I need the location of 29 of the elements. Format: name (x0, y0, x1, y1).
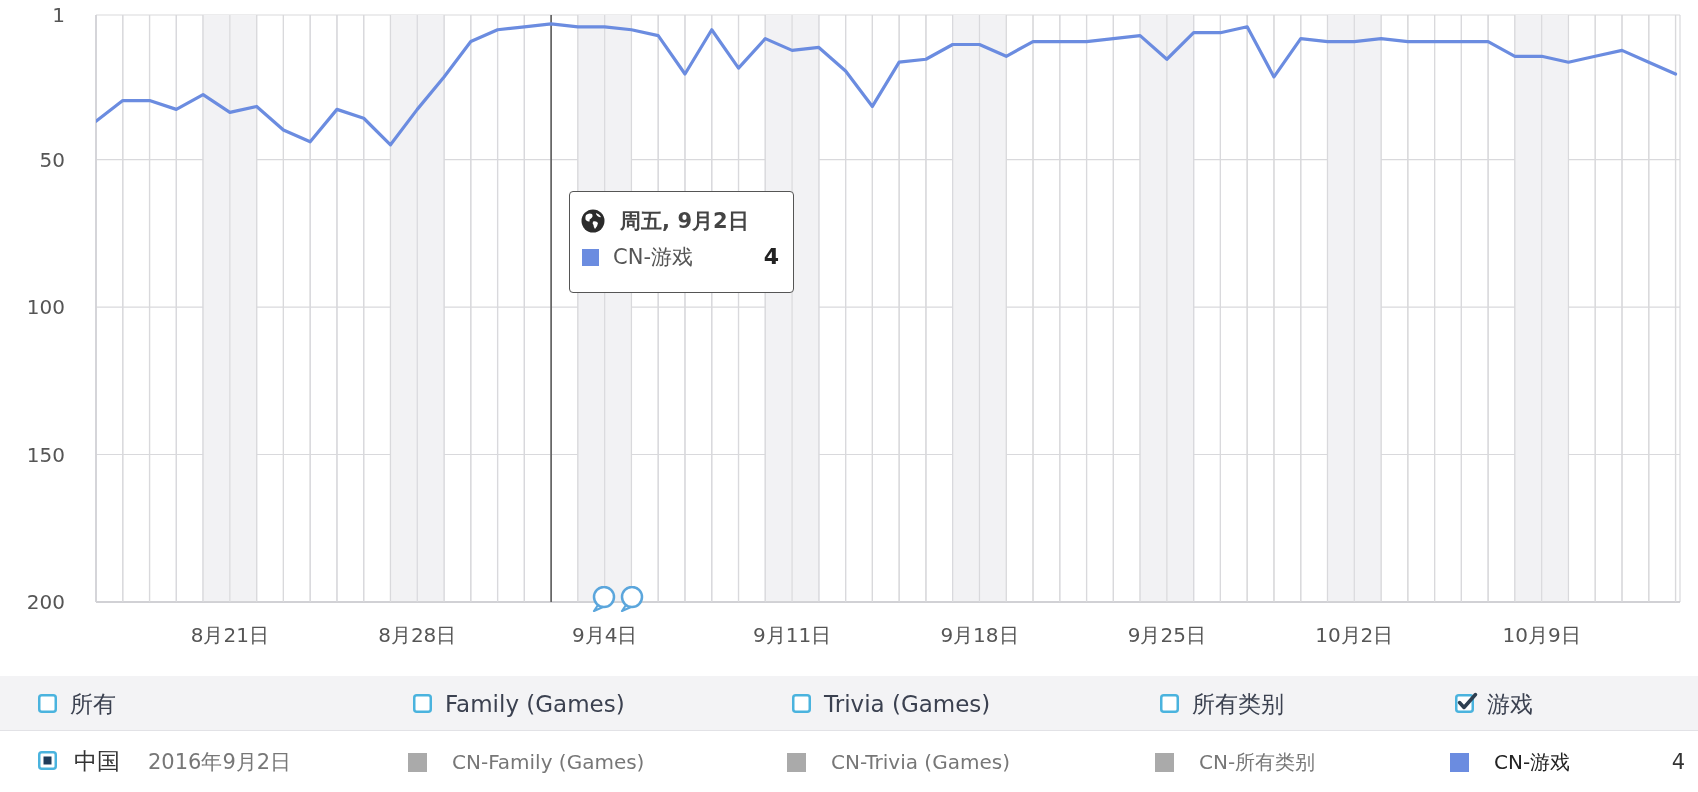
y-tick-label: 100 (26, 295, 65, 320)
annotation: 周五, 9月2日 (620, 208, 749, 235)
y-tick-label: 50 (39, 147, 65, 172)
text: Trivia (Games) (824, 690, 991, 719)
x-tick-label: 8月28日 (378, 623, 457, 648)
text: Family (Games) (445, 690, 625, 719)
text: CN-游戏 (1494, 750, 1571, 774)
legend-label: CN-Trivia (Games) (831, 749, 1010, 776)
text: 中国 (74, 747, 120, 776)
text: 游戏 (1487, 690, 1533, 719)
text: 2016年9月2日 (148, 749, 292, 776)
x-tick-label: 9月25日 (1127, 623, 1206, 648)
line-series (96, 22, 1678, 147)
legend-label: CN-游戏 (613, 244, 694, 271)
x-tick-label: 9月11日 (752, 623, 832, 648)
annotation: 4 (763, 243, 780, 271)
x-tick-label: 8月21日 (190, 623, 269, 648)
legend-label: CN-Family (Games) (452, 749, 645, 776)
y-tick-label: 200 (26, 590, 65, 615)
text: 4 (1671, 749, 1685, 776)
text: 所有类别 (1192, 690, 1284, 719)
y-tick-label: 1 (52, 3, 65, 28)
text: 所有 (70, 690, 116, 719)
legend-label: CN-所有类别 (1199, 749, 1316, 776)
y-tick-label: 150 (26, 442, 65, 467)
x-tick-label: 9月4日 (571, 623, 638, 648)
x-tick-label: 10月2日 (1315, 623, 1394, 648)
x-tick-label: 10月9日 (1502, 623, 1581, 648)
x-tick-label: 9月18日 (940, 623, 1019, 648)
